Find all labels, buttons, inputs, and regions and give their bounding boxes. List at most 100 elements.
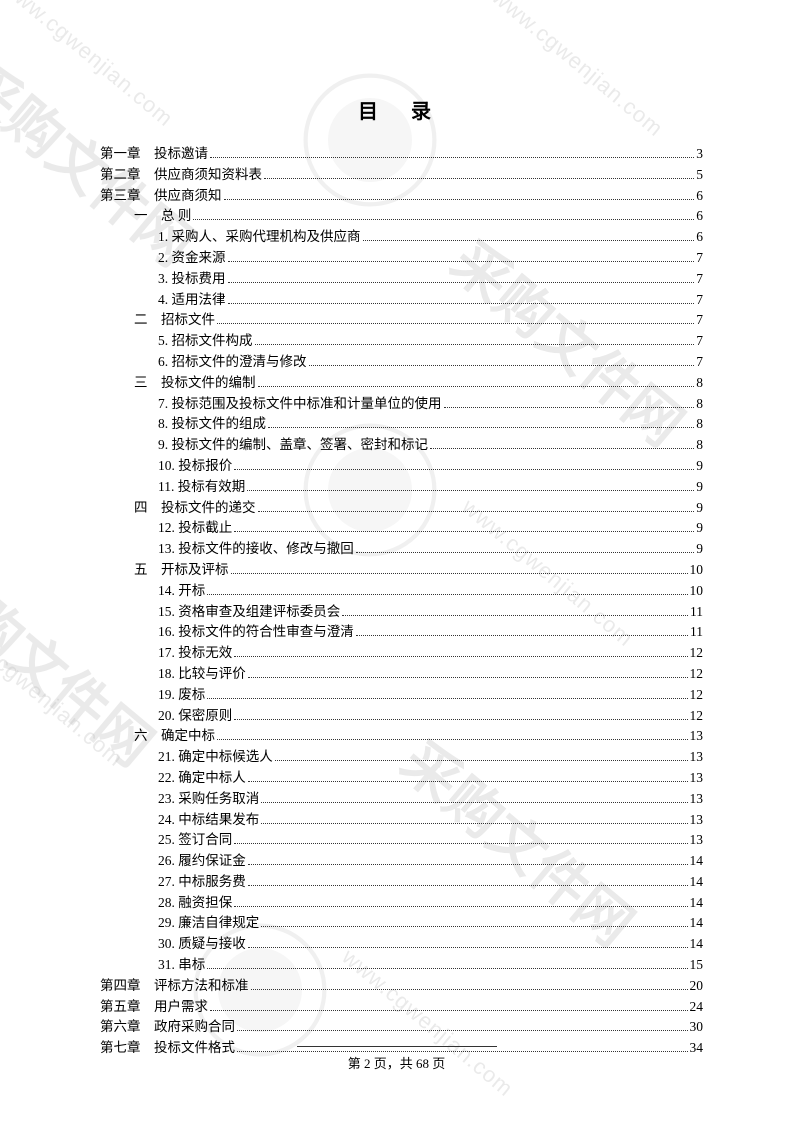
toc-leader-dots <box>234 469 694 470</box>
toc-entry-page: 12 <box>690 643 704 664</box>
toc-entry-label: 四 投标文件的递交 <box>134 498 256 519</box>
toc-entry: 18. 比较与评价 12 <box>100 664 703 685</box>
toc-entry-label: 第二章 供应商须知资料表 <box>100 165 262 186</box>
toc-leader-dots <box>228 282 695 283</box>
toc-entry: 24. 中标结果发布13 <box>100 810 703 831</box>
toc-entry-page: 13 <box>690 830 704 851</box>
toc-entry-page: 13 <box>690 789 704 810</box>
toc-entry-label: 二 招标文件 <box>134 310 215 331</box>
toc-leader-dots <box>234 656 687 657</box>
toc-entry-page: 9 <box>696 539 703 560</box>
toc-entry-page: 14 <box>690 872 704 893</box>
toc-entry: 30. 质疑与接收14 <box>100 934 703 955</box>
toc-entry-page: 11 <box>690 622 703 643</box>
toc-leader-dots <box>444 407 695 408</box>
toc-leader-dots <box>237 1030 688 1031</box>
toc-entry-label: 14. 开标 <box>158 581 205 602</box>
toc-entry: 12. 投标截止9 <box>100 518 703 539</box>
toc-leader-dots <box>207 698 687 699</box>
toc-entry-page: 6 <box>696 227 703 248</box>
toc-entry: 3. 投标费用7 <box>100 269 703 290</box>
toc-leader-dots <box>247 490 694 491</box>
toc-entry-label: 16. 投标文件的符合性审查与澄清 <box>158 622 354 643</box>
toc-entry: 7. 投标范围及投标文件中标准和计量单位的使用8 <box>100 394 703 415</box>
toc-entry-page: 7 <box>696 352 703 373</box>
toc-entry-label: 8. 投标文件的组成 <box>158 414 266 435</box>
toc-entry-page: 14 <box>690 851 704 872</box>
toc-entry-label: 第四章 评标方法和标准 <box>100 976 249 997</box>
toc-entry-page: 8 <box>696 414 703 435</box>
toc-entry: 31. 串标 15 <box>100 955 703 976</box>
toc-entry: 16. 投标文件的符合性审查与澄清 11 <box>100 622 703 643</box>
toc-entry: 29. 廉洁自律规定14 <box>100 913 703 934</box>
toc-entry: 二 招标文件7 <box>100 310 703 331</box>
toc-entry: 第四章 评标方法和标准 20 <box>100 976 703 997</box>
toc-entry: 8. 投标文件的组成 8 <box>100 414 703 435</box>
toc-leader-dots <box>264 178 694 179</box>
toc-leader-dots <box>248 947 688 948</box>
toc-entry-page: 12 <box>690 685 704 706</box>
toc-entry: 第一章 投标邀请3 <box>100 144 703 165</box>
toc-leader-dots <box>248 864 688 865</box>
toc-leader-dots <box>237 1051 688 1052</box>
toc-entry: 20. 保密原则12 <box>100 706 703 727</box>
toc-entry-label: 12. 投标截止 <box>158 518 232 539</box>
toc-entry-label: 2. 资金来源 <box>158 248 226 269</box>
toc-leader-dots <box>234 531 694 532</box>
toc-entry-page: 12 <box>690 706 704 727</box>
toc-entry-label: 13. 投标文件的接收、修改与撤回 <box>158 539 354 560</box>
toc-leader-dots <box>258 386 695 387</box>
toc-entry-page: 7 <box>696 331 703 352</box>
toc-entry-page: 5 <box>696 165 703 186</box>
toc-entry: 14. 开标10 <box>100 581 703 602</box>
toc-entry-label: 11. 投标有效期 <box>158 477 245 498</box>
toc-entry: 三 投标文件的编制8 <box>100 373 703 394</box>
toc-entry: 4. 适用法律7 <box>100 290 703 311</box>
toc-entry-page: 14 <box>690 934 704 955</box>
toc-entry-page: 9 <box>696 456 703 477</box>
toc-leader-dots <box>234 843 687 844</box>
toc-entry: 19. 废标 12 <box>100 685 703 706</box>
toc-entry: 第六章 政府采购合同30 <box>100 1017 703 1038</box>
toc-leader-dots <box>228 261 695 262</box>
toc-entry-page: 13 <box>690 747 704 768</box>
toc-entry-page: 13 <box>690 726 704 747</box>
toc-entry: 28. 融资担保14 <box>100 893 703 914</box>
toc-entry-label: 第七章 投标文件格式 <box>100 1038 235 1059</box>
toc-entry-label: 6. 招标文件的澄清与修改 <box>158 352 307 373</box>
toc-entry: 26. 履约保证金 14 <box>100 851 703 872</box>
toc-entry: 21. 确定中标候选人13 <box>100 747 703 768</box>
toc-leader-dots <box>261 823 687 824</box>
toc-entry-page: 3 <box>696 144 703 165</box>
toc-entry-label: 26. 履约保证金 <box>158 851 246 872</box>
toc-entry: 11. 投标有效期 9 <box>100 477 703 498</box>
toc-entry-page: 15 <box>690 955 704 976</box>
toc-entry-label: 1. 采购人、采购代理机构及供应商 <box>158 227 361 248</box>
toc-entry-label: 25. 签订合同 <box>158 830 232 851</box>
toc-leader-dots <box>255 344 695 345</box>
toc-leader-dots <box>356 635 688 636</box>
toc-entry-page: 14 <box>690 913 704 934</box>
toc-entry-page: 20 <box>690 976 704 997</box>
toc-entry-page: 10 <box>690 560 704 581</box>
toc-entry-label: 第五章 用户需求 <box>100 997 208 1018</box>
toc-entry-page: 9 <box>696 498 703 519</box>
toc-leader-dots <box>248 781 688 782</box>
toc-leader-dots <box>275 760 688 761</box>
toc-entry-label: 31. 串标 <box>158 955 205 976</box>
toc-leader-dots <box>363 240 695 241</box>
toc-entry-page: 9 <box>696 477 703 498</box>
toc-entry-label: 18. 比较与评价 <box>158 664 246 685</box>
toc-entry-label: 23. 采购任务取消 <box>158 789 259 810</box>
toc-entry-label: 19. 废标 <box>158 685 205 706</box>
toc-entry: 一 总 则6 <box>100 206 703 227</box>
toc-leader-dots <box>217 739 688 740</box>
toc-entry: 15. 资格审查及组建评标委员会11 <box>100 602 703 623</box>
toc-entry-label: 15. 资格审查及组建评标委员会 <box>158 602 340 623</box>
toc-entry-label: 24. 中标结果发布 <box>158 810 259 831</box>
toc-entry-page: 12 <box>690 664 704 685</box>
toc-leader-dots <box>210 157 694 158</box>
toc-entry-page: 34 <box>690 1038 704 1059</box>
toc-entry-label: 4. 适用法律 <box>158 290 226 311</box>
toc-entry-label: 5. 招标文件构成 <box>158 331 253 352</box>
